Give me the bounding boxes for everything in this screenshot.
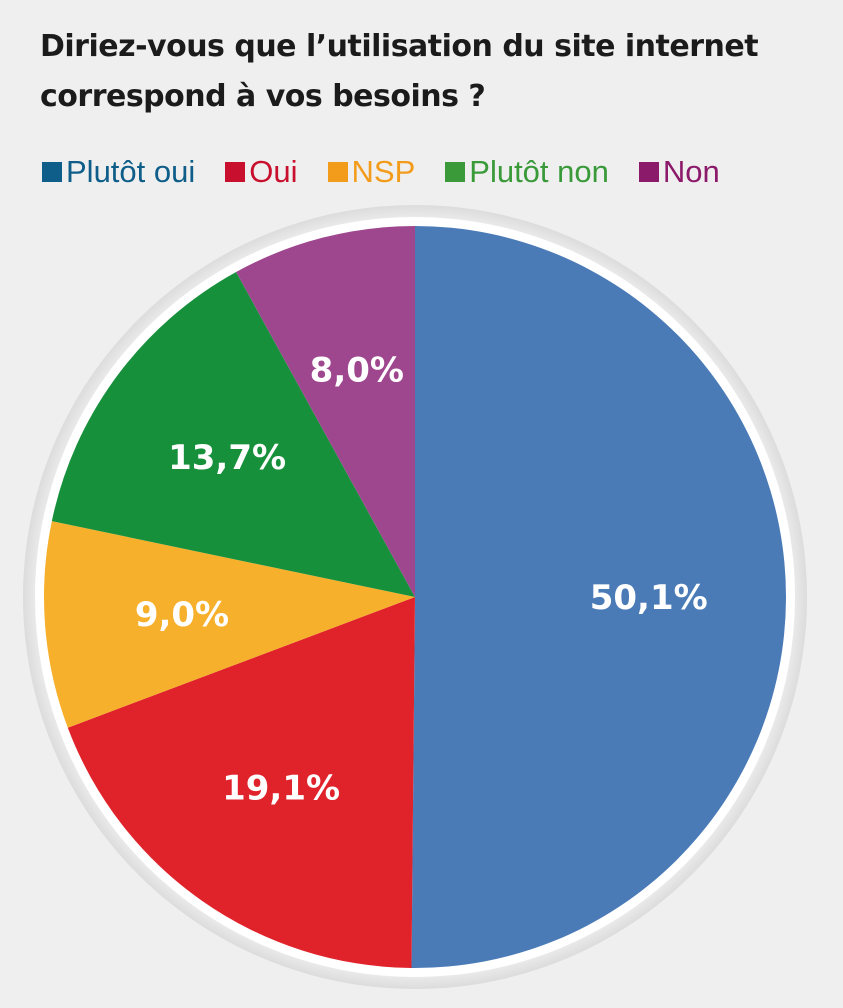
legend-swatch-oui [225, 162, 246, 182]
pie-labels: 50,1% 19,1% 9,0% 13,7% 8,0% [135, 351, 708, 809]
legend-swatch-plutot-non [445, 162, 466, 182]
legend-label-plutot-non: Plutôt non [469, 154, 609, 189]
pie-label-plutot-non: 13,7% [168, 438, 286, 478]
legend-item-nsp: NSP [327, 152, 416, 192]
legend-swatch-nsp [327, 162, 348, 182]
pie-label-plutot-oui: 50,1% [590, 578, 708, 618]
pie-slice-plutot-oui [411, 226, 787, 968]
pie-label-oui: 19,1% [222, 769, 340, 809]
pie-chart: 50,1% 19,1% 9,0% 13,7% 8,0% [23, 205, 807, 989]
pie-slice-oui [67, 597, 415, 968]
legend-item-plutot-non: Plutôt non [445, 152, 609, 192]
legend-label-non: Non [662, 154, 720, 189]
chart-title-line-1: Diriez-vous que l’utilisation du site in… [40, 29, 759, 64]
legend-item-oui: Oui [225, 152, 298, 192]
pie-slices [44, 226, 787, 968]
pie-label-nsp: 9,0% [135, 595, 229, 635]
legend-swatch-plutot-oui [42, 162, 62, 182]
legend-label-oui: Oui [249, 154, 298, 189]
pie-slice-non [236, 226, 415, 597]
legend: Plutôt oui Oui NSP Plutôt non Non [42, 152, 750, 192]
legend-label-nsp: NSP [351, 154, 416, 189]
legend-label-plutot-oui: Plutôt oui [66, 154, 196, 189]
pie-slice-plutot-non [51, 271, 415, 597]
chart-title-line-2: correspond à vos besoins ? [40, 79, 486, 114]
pie-slice-nsp [44, 521, 416, 728]
chart-title: Diriez-vous que l’utilisation du site in… [40, 22, 830, 122]
legend-swatch-non [638, 162, 659, 182]
legend-item-non: Non [638, 152, 720, 192]
pie-label-non: 8,0% [310, 351, 404, 391]
legend-item-plutot-oui: Plutôt oui [42, 152, 195, 192]
